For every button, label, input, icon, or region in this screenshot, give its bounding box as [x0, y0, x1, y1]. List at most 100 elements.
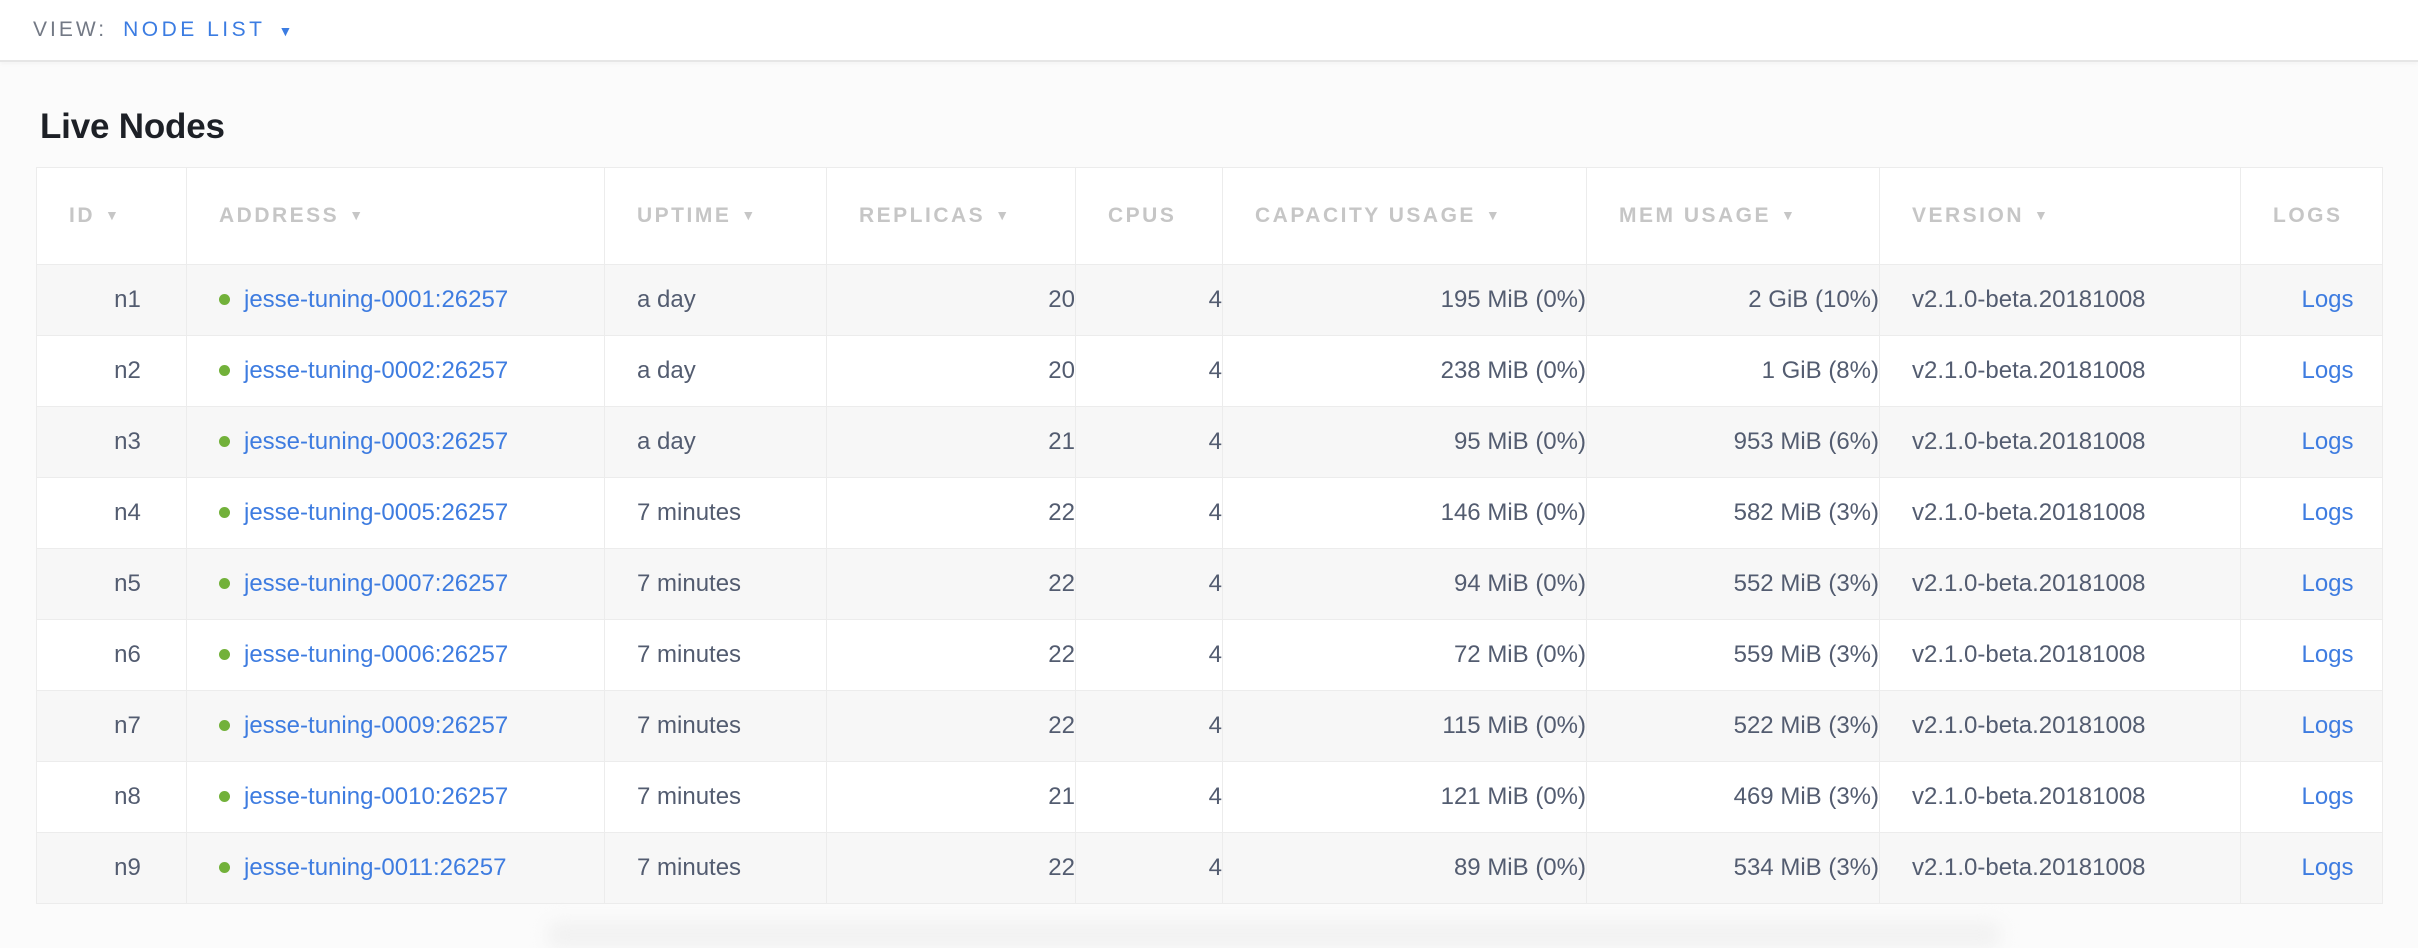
cell-version: v2.1.0-beta.20181008 [1879, 264, 2241, 336]
node-address-link[interactable]: jesse-tuning-0010:26257 [244, 783, 509, 810]
cell-mem_usage: 534 MiB (3%) [1586, 832, 1880, 904]
cell-version: v2.1.0-beta.20181008 [1879, 477, 2241, 549]
node-address-link[interactable]: jesse-tuning-0006:26257 [244, 641, 509, 668]
node-address-link[interactable]: jesse-tuning-0005:26257 [244, 499, 509, 526]
cell-mem_usage: 582 MiB (3%) [1586, 477, 1880, 549]
cell-logs: Logs [2240, 832, 2383, 904]
logs-link[interactable]: Logs [2301, 286, 2354, 313]
cell-value: 238 MiB (0%) [1440, 357, 1586, 384]
cell-replicas: 20 [826, 264, 1076, 336]
cell-cpus: 4 [1075, 477, 1223, 549]
below-fold-shadow [548, 922, 2000, 948]
cell-capacity_usage: 195 MiB (0%) [1222, 264, 1587, 336]
cell-id: n9 [36, 832, 187, 904]
view-label: VIEW: [33, 18, 108, 41]
view-selector-bar: VIEW: NODE LIST ▼ [0, 0, 2418, 62]
view-dropdown[interactable]: NODE LIST ▼ [123, 18, 292, 42]
node-address-link[interactable]: jesse-tuning-0003:26257 [244, 428, 509, 455]
cell-value: 7 minutes [637, 854, 742, 881]
healthy-status-dot-icon [219, 791, 230, 802]
cell-value: 4 [1208, 499, 1222, 526]
cell-value: v2.1.0-beta.20181008 [1912, 499, 2146, 526]
column-header-label: LOGS [2273, 204, 2343, 227]
cell-mem_usage: 469 MiB (3%) [1586, 761, 1880, 833]
sort-desc-icon: ▼ [2034, 207, 2051, 223]
cell-address: jesse-tuning-0006:26257 [186, 619, 605, 691]
logs-link[interactable]: Logs [2301, 357, 2354, 384]
column-header-uptime[interactable]: UPTIME ▼ [604, 167, 827, 265]
cell-logs: Logs [2240, 761, 2383, 833]
cell-value: 94 MiB (0%) [1453, 570, 1586, 597]
cell-value: n7 [114, 712, 141, 739]
cell-capacity_usage: 89 MiB (0%) [1222, 832, 1587, 904]
cell-id: n8 [36, 761, 187, 833]
cell-id: n4 [36, 477, 187, 549]
logs-link[interactable]: Logs [2301, 712, 2354, 739]
healthy-status-dot-icon [219, 862, 230, 873]
column-header-mem_usage[interactable]: MEM USAGE ▼ [1586, 167, 1880, 265]
cell-value: 534 MiB (3%) [1733, 854, 1879, 881]
cell-capacity_usage: 94 MiB (0%) [1222, 548, 1587, 620]
cell-capacity_usage: 121 MiB (0%) [1222, 761, 1587, 833]
cell-value: 4 [1208, 854, 1222, 881]
cell-uptime: 7 minutes [604, 690, 827, 762]
cell-value: 953 MiB (6%) [1733, 428, 1879, 455]
cell-address: jesse-tuning-0005:26257 [186, 477, 605, 549]
cell-value: 146 MiB (0%) [1440, 499, 1586, 526]
logs-link[interactable]: Logs [2301, 854, 2354, 881]
column-header-id[interactable]: ID ▼ [36, 167, 187, 265]
cell-value: 22 [1048, 641, 1075, 668]
logs-link[interactable]: Logs [2301, 641, 2354, 668]
cell-uptime: a day [604, 406, 827, 478]
node-address-link[interactable]: jesse-tuning-0001:26257 [244, 286, 509, 313]
logs-link[interactable]: Logs [2301, 570, 2354, 597]
cell-value: v2.1.0-beta.20181008 [1912, 641, 2146, 668]
cell-value: 4 [1208, 428, 1222, 455]
node-address-link[interactable]: jesse-tuning-0007:26257 [244, 570, 509, 597]
column-header-label: CPUS [1108, 204, 1177, 227]
cell-cpus: 4 [1075, 548, 1223, 620]
cell-version: v2.1.0-beta.20181008 [1879, 832, 2241, 904]
node-address-link[interactable]: jesse-tuning-0009:26257 [244, 712, 509, 739]
cell-value: a day [637, 428, 696, 455]
cell-value: n2 [114, 357, 141, 384]
cell-value: n3 [114, 428, 141, 455]
column-header-label: CAPACITY USAGE [1255, 204, 1476, 227]
cell-value: 22 [1048, 854, 1075, 881]
cell-replicas: 22 [826, 832, 1076, 904]
node-address-link[interactable]: jesse-tuning-0002:26257 [244, 357, 509, 384]
table-row: n1 jesse-tuning-0001:26257 a day 20 4 195 MiB… [36, 264, 2383, 336]
cell-version: v2.1.0-beta.20181008 [1879, 690, 2241, 762]
cell-mem_usage: 552 MiB (3%) [1586, 548, 1880, 620]
column-header-cpus: CPUS [1075, 167, 1223, 265]
logs-link[interactable]: Logs [2301, 499, 2354, 526]
cell-value: v2.1.0-beta.20181008 [1912, 783, 2146, 810]
logs-link[interactable]: Logs [2301, 783, 2354, 810]
view-dropdown-value: NODE LIST [123, 18, 266, 41]
cell-value: 522 MiB (3%) [1733, 712, 1879, 739]
cell-value: 7 minutes [637, 499, 742, 526]
node-address-link[interactable]: jesse-tuning-0011:26257 [244, 854, 507, 881]
cell-cpus: 4 [1075, 619, 1223, 691]
cell-logs: Logs [2240, 406, 2383, 478]
column-header-address[interactable]: ADDRESS ▼ [186, 167, 605, 265]
cell-id: n7 [36, 690, 187, 762]
cell-value: 121 MiB (0%) [1440, 783, 1586, 810]
cell-version: v2.1.0-beta.20181008 [1879, 548, 2241, 620]
column-header-label: UPTIME [637, 204, 732, 227]
column-header-capacity_usage[interactable]: CAPACITY USAGE ▼ [1222, 167, 1587, 265]
cell-address: jesse-tuning-0009:26257 [186, 690, 605, 762]
cell-value: v2.1.0-beta.20181008 [1912, 570, 2146, 597]
column-header-version[interactable]: VERSION ▼ [1879, 167, 2241, 265]
cell-value: 7 minutes [637, 641, 742, 668]
cell-value: v2.1.0-beta.20181008 [1912, 357, 2146, 384]
cell-value: 95 MiB (0%) [1453, 428, 1586, 455]
cell-id: n1 [36, 264, 187, 336]
healthy-status-dot-icon [219, 578, 230, 589]
logs-link[interactable]: Logs [2301, 428, 2354, 455]
column-header-replicas[interactable]: REPLICAS ▼ [826, 167, 1076, 265]
cell-value: 4 [1208, 286, 1222, 313]
cell-capacity_usage: 115 MiB (0%) [1222, 690, 1587, 762]
cell-uptime: a day [604, 335, 827, 407]
cell-value: 4 [1208, 783, 1222, 810]
